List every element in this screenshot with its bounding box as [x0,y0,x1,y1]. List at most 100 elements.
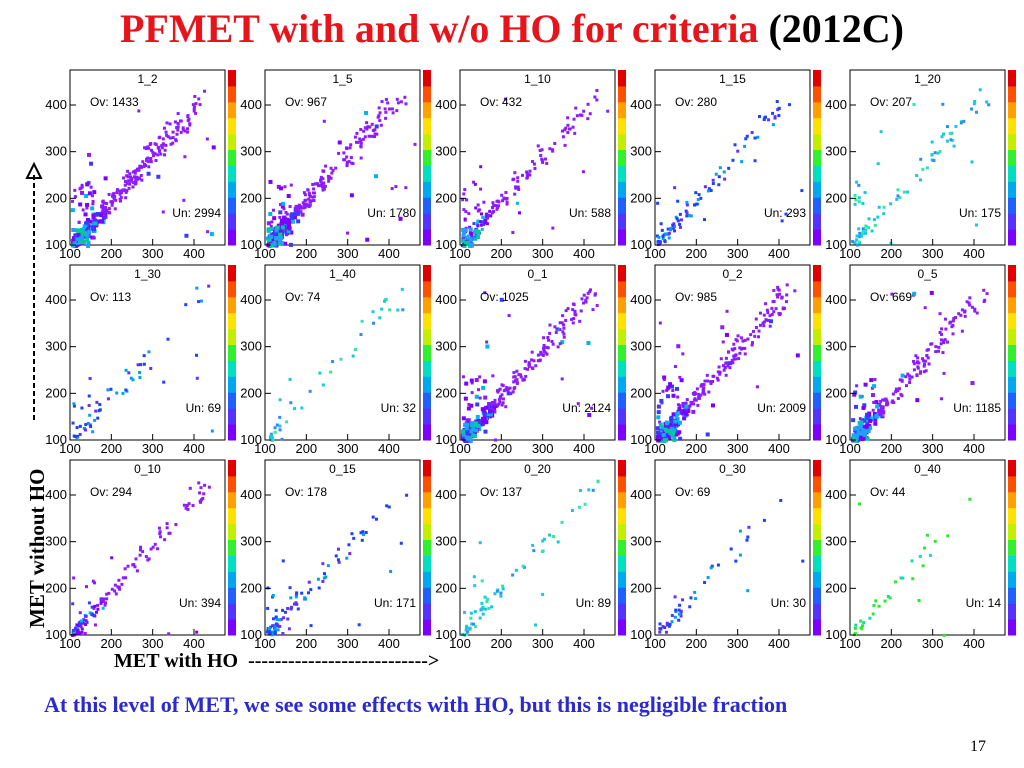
palette-segment [1008,117,1016,135]
data-point [103,603,107,607]
palette-segment [228,507,236,525]
y-axis-label-text: MET without HO [25,469,49,628]
data-point [337,140,342,145]
data-point [274,608,278,612]
y-tick-label: 100 [825,432,847,447]
data-point [714,172,718,176]
data-point [466,236,470,240]
data-point [479,220,483,224]
data-point [779,498,783,502]
data-point [581,170,585,174]
y-tick-label: 300 [240,534,262,549]
data-point [724,361,728,365]
data-point [896,188,900,192]
palette-segment [618,392,626,409]
data-point [656,415,661,420]
data-point [574,106,578,110]
data-point [894,580,898,584]
x-tick-label: 300 [727,246,749,261]
data-point [914,354,918,358]
data-point [528,173,532,177]
x-tick-label: 400 [183,246,205,261]
data-point [303,596,307,600]
data-point [278,428,282,432]
data-point [670,384,675,389]
data-point [660,425,665,430]
data-point [99,597,103,601]
data-point [770,312,774,316]
data-point [198,491,202,495]
data-point [461,227,466,232]
data-point [750,341,754,345]
data-point [679,614,683,618]
data-point [668,382,673,387]
data-point [519,373,523,377]
data-point [174,523,178,527]
data-point [659,222,663,226]
data-point [463,217,467,221]
x-tick-label: 300 [337,636,359,651]
y-tick-label: 300 [630,339,652,354]
data-point [361,530,365,534]
data-point [703,185,707,189]
data-point [747,525,751,529]
data-point [475,402,480,407]
data-point [279,617,283,621]
data-point [485,600,489,604]
palette-segment [228,360,236,377]
data-point [82,224,87,229]
data-point [772,299,776,303]
data-point [773,115,777,119]
data-point [776,285,780,289]
data-point [983,298,987,302]
data-point [80,406,84,410]
data-point [461,375,465,379]
data-point [280,230,285,235]
data-point [906,372,910,376]
data-point [346,231,350,235]
data-point [861,624,865,628]
palette-segment [423,312,431,330]
data-point [853,404,858,409]
data-point [125,189,129,193]
data-point [658,321,662,325]
data-point [656,438,661,443]
data-point [857,434,862,439]
data-point [93,623,97,627]
data-point [685,214,689,218]
data-point [723,365,727,369]
data-point [857,240,861,244]
data-point [495,389,499,393]
data-point [551,342,555,346]
data-point [123,188,127,192]
data-point [476,203,480,207]
data-point [897,387,901,391]
data-point [475,222,479,226]
data-point [912,359,916,363]
data-point [855,238,859,242]
palette-segment [618,424,626,441]
data-point [104,206,108,210]
data-point [775,99,779,103]
palette-segment [618,523,626,541]
data-point [152,152,156,156]
data-point [938,312,942,316]
data-point [673,365,677,369]
data-point [270,220,274,224]
data-point [859,619,863,623]
data-point [173,120,177,124]
data-point [374,124,379,129]
data-point [161,143,165,147]
data-point [866,418,871,423]
data-point [938,150,942,154]
data-point [658,630,662,634]
data-point [286,607,290,611]
plot-title: 0_15 [329,462,356,476]
data-point [523,359,527,363]
data-point [103,176,108,181]
data-point [885,403,889,407]
data-point [185,503,189,507]
data-point [364,111,369,116]
x-tick-label: 200 [100,441,122,456]
data-point [95,610,99,614]
